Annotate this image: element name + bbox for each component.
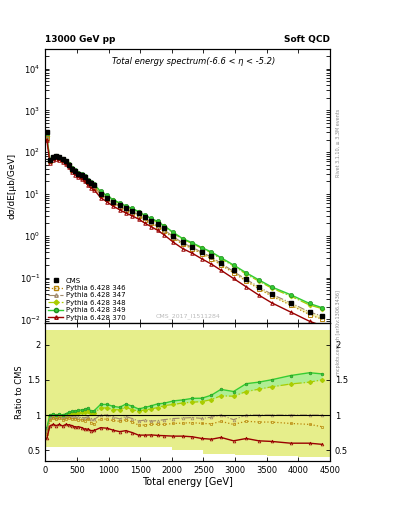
Y-axis label: dσ/dE[μb/GeV]: dσ/dE[μb/GeV] xyxy=(8,153,17,219)
Text: 13000 GeV pp: 13000 GeV pp xyxy=(45,34,116,44)
X-axis label: Total energy [GeV]: Total energy [GeV] xyxy=(142,477,233,487)
Text: CMS_2017_I1511284: CMS_2017_I1511284 xyxy=(155,314,220,319)
Text: mcplots.cern.ch [arXiv:1306.3436]: mcplots.cern.ch [arXiv:1306.3436] xyxy=(336,290,341,375)
Text: Soft QCD: Soft QCD xyxy=(284,34,330,44)
Text: Rivet 3.1.10, ≥ 3.3M events: Rivet 3.1.10, ≥ 3.3M events xyxy=(336,109,341,178)
Legend: CMS, Pythia 6.428 346, Pythia 6.428 347, Pythia 6.428 348, Pythia 6.428 349, Pyt: CMS, Pythia 6.428 346, Pythia 6.428 347,… xyxy=(47,277,127,322)
Y-axis label: Ratio to CMS: Ratio to CMS xyxy=(15,365,24,419)
Text: Total energy spectrum(-6.6 < η < -5.2): Total energy spectrum(-6.6 < η < -5.2) xyxy=(112,57,275,66)
